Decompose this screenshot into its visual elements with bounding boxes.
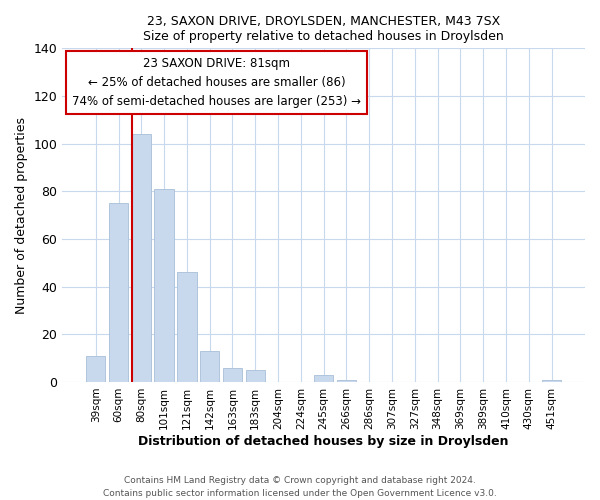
Bar (245, 370, 265, 382)
Bar (131, 134, 151, 382)
Bar (177, 272, 197, 382)
Bar (314, 375, 334, 382)
Bar (109, 203, 128, 382)
Bar (154, 189, 174, 382)
Text: Contains HM Land Registry data © Crown copyright and database right 2024.
Contai: Contains HM Land Registry data © Crown c… (103, 476, 497, 498)
Bar (223, 368, 242, 382)
X-axis label: Distribution of detached houses by size in Droylsden: Distribution of detached houses by size … (139, 434, 509, 448)
Title: 23, SAXON DRIVE, DROYLSDEN, MANCHESTER, M43 7SX
Size of property relative to det: 23, SAXON DRIVE, DROYLSDEN, MANCHESTER, … (143, 15, 504, 43)
Text: 23 SAXON DRIVE: 81sqm
← 25% of detached houses are smaller (86)
74% of semi-deta: 23 SAXON DRIVE: 81sqm ← 25% of detached … (72, 56, 361, 108)
Bar (337, 380, 356, 382)
Bar (200, 351, 220, 382)
Y-axis label: Number of detached properties: Number of detached properties (15, 116, 28, 314)
Bar (542, 380, 561, 382)
Bar (86, 356, 106, 382)
